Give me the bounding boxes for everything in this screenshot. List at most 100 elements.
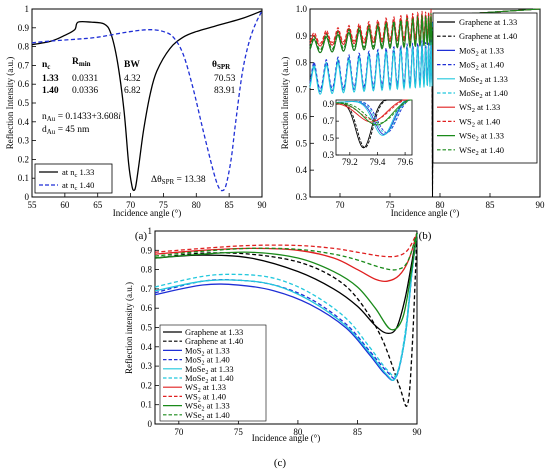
panel-1-y-tick-label: 1.0 bbox=[296, 4, 308, 14]
panel-a-results-table: nc Rmin BW θSPR 1.33 0.0331 4.32 70.53 1… bbox=[42, 57, 236, 96]
legend-label-wse2-at-1-40: WSe2 at 1.40 bbox=[185, 410, 230, 422]
panel-2-y-tick-label: 0 bbox=[148, 419, 153, 429]
panel-a-x-axis-label: Incidence angle (°) bbox=[113, 208, 182, 218]
inset-frame bbox=[335, 99, 413, 156]
panel-1-y-tick-label: 0.5 bbox=[296, 138, 308, 148]
panel-0-y-tick-label: 0.9 bbox=[18, 23, 30, 33]
table-header-theta: θSPR bbox=[212, 60, 231, 71]
series-line-at-nc-1-33 bbox=[31, 10, 263, 192]
panel-b-y-axis-label: Reflection Intensity (a.u.) bbox=[280, 57, 290, 149]
panel-c-label: (c) bbox=[274, 457, 287, 469]
panel-b-x-axis-label: Incidence angle (°) bbox=[391, 208, 460, 218]
table-cell: 0.0336 bbox=[72, 86, 98, 96]
panel-1-x-tick-label: 85 bbox=[486, 200, 496, 210]
table-cell: 1.40 bbox=[42, 86, 59, 96]
inset-x-tick-label: 79.4 bbox=[370, 157, 386, 167]
inset-y-tick-label: 0.9 bbox=[323, 99, 335, 109]
panel-b: 70 75 80 85 90 0.3 0.4 0.5 0.6 0.7 0.8 0.9 1.0 Inci… bbox=[280, 4, 545, 242]
legend-label-mose2-at-1-33: MoSe2 at 1.33 bbox=[459, 74, 508, 86]
panel-0-x-tick-label: 70 bbox=[126, 200, 136, 210]
inset-line-ws2-at-1-40 bbox=[335, 99, 412, 121]
panel-1-x-tick-label: 70 bbox=[336, 200, 346, 210]
series-line-graphene-at-1-33 bbox=[154, 232, 418, 335]
legend-label-ws2-at-1-40: WS2 at 1.40 bbox=[459, 116, 500, 128]
panel-2-x-tick-label: 75 bbox=[234, 427, 244, 437]
panel-0-x-tick-label: 60 bbox=[60, 200, 70, 210]
legend-label-mos2-at-1-40: MoS2 at 1.40 bbox=[459, 60, 504, 72]
table-header-bw: BW bbox=[124, 60, 140, 70]
panel-0-y-tick-label: 0.6 bbox=[18, 79, 30, 89]
panel-2-x-tick-label: 85 bbox=[353, 427, 363, 437]
table-header-nc: nc bbox=[42, 60, 50, 71]
panel-0-y-tick-label: 1 bbox=[25, 4, 30, 14]
table-cell: 1.33 bbox=[42, 74, 59, 84]
legend-label-mose2-at-1-33: MoSe2 at 1.33 bbox=[185, 364, 234, 376]
inset-line-mose2-at-1-33 bbox=[335, 99, 412, 136]
legend-label-mose2-at-1-40: MoSe2 at 1.40 bbox=[459, 88, 508, 100]
legend-label-mos2-at-1-33: MoS2 at 1.33 bbox=[459, 45, 504, 57]
panel-0-y-tick-label: 0.7 bbox=[18, 60, 30, 70]
table-cell: 6.82 bbox=[124, 86, 141, 96]
legend-label-ws2-at-1-33: WS2 at 1.33 bbox=[185, 382, 226, 394]
panel-2-y-tick-label: 0.2 bbox=[141, 380, 152, 390]
legend-label-ws2-at-1-40: WS2 at 1.40 bbox=[185, 391, 226, 403]
panel-0-x-tick-label: 90 bbox=[258, 200, 268, 210]
panel-1-y-tick-label: 0.7 bbox=[296, 85, 308, 95]
panel-2-x-tick-label: 80 bbox=[293, 427, 303, 437]
panel-2-y-tick-label: 0.7 bbox=[141, 284, 153, 294]
panel-1-x-tick-label: 90 bbox=[536, 200, 546, 210]
panel-c: 70 75 80 85 90 0 0.1 0.2 0.3 0.4 0.5 0.6 0.7 0.8 0.9 1… bbox=[124, 226, 422, 469]
panel-0-x-tick-label: 80 bbox=[192, 200, 202, 210]
panel-1-x-tick-label: 80 bbox=[436, 200, 446, 210]
panel-2-y-tick-label: 0.1 bbox=[141, 400, 152, 410]
series-line-wse2-at-1-40 bbox=[309, 8, 541, 108]
legend-label-graphene-at-1-40: Graphene at 1.40 bbox=[185, 336, 243, 346]
panel-2-y-tick-label: 0.4 bbox=[141, 342, 153, 352]
panel-b-legend: Graphene at 1.33 Graphene at 1.40 MoS2 at … bbox=[432, 12, 538, 164]
table-cell: 83.91 bbox=[214, 86, 236, 96]
legend-label-graphene-at-1-40: Graphene at 1.40 bbox=[459, 31, 517, 41]
panel-b-legend-box bbox=[432, 12, 538, 164]
panel-0-y-tick-label: 0.1 bbox=[18, 173, 29, 183]
panel-0-y-tick-label: 0.3 bbox=[18, 136, 30, 146]
legend-label-ws2-at-1-33: WS2 at 1.33 bbox=[459, 102, 500, 114]
panel-0-x-tick-label: 75 bbox=[159, 200, 169, 210]
series-line-mose2-at-1-40 bbox=[154, 232, 418, 378]
legend-label-nc133: at nc 1.33 bbox=[62, 167, 94, 179]
inset-line-wse2-at-1-40 bbox=[335, 99, 412, 124]
delta-theta-annotation: ΔθSPR = 13.38 bbox=[151, 175, 206, 186]
panel-a: 55 60 65 70 75 80 85 90 0 0.1 0.2 0.3 0.4 0.5 0.6 0.7 0… bbox=[5, 4, 267, 242]
panel-1-y-tick-label: 0.4 bbox=[296, 165, 308, 175]
series-line-mose2-at-1-33 bbox=[154, 232, 418, 381]
inset-line-mose2-at-1-40 bbox=[335, 99, 412, 135]
gold-thickness-annotation: dAu = 45 nm bbox=[42, 125, 90, 136]
inset-x-tick-label: 79.2 bbox=[342, 157, 358, 167]
panel-0-y-tick-label: 0.4 bbox=[18, 117, 30, 127]
panel-0-y-tick-label: 0.2 bbox=[18, 154, 29, 164]
panel-c-x-axis-label: Incidence angle (°) bbox=[252, 433, 321, 443]
panel-2-x-tick-label: 70 bbox=[174, 427, 184, 437]
panel-2-y-tick-label: 0.8 bbox=[141, 265, 153, 275]
panel-2-y-tick-label: 0.5 bbox=[141, 323, 153, 333]
legend-label-graphene-at-1-33: Graphene at 1.33 bbox=[185, 327, 243, 337]
panel-1-y-tick-label: 0.6 bbox=[296, 111, 308, 121]
legend-label-wse2-at-1-40: WSe2 at 1.40 bbox=[459, 145, 504, 157]
inset-y-tick-label: 0.7 bbox=[323, 116, 335, 126]
table-header-rmin: Rmin bbox=[72, 57, 91, 68]
panel-a-legend-box bbox=[34, 163, 113, 194]
panel-2-y-tick-label: 1 bbox=[148, 226, 153, 236]
panel-a-legend: at nc 1.33 at nc 1.40 bbox=[34, 163, 113, 194]
panel-0-y-tick-label: 0 bbox=[25, 192, 30, 202]
legend-label-mose2-at-1-40: MoSe2 at 1.40 bbox=[185, 373, 234, 385]
panel-a-y-axis-label: Reflection Intensity (a.u.) bbox=[5, 57, 15, 149]
table-cell: 4.32 bbox=[124, 74, 141, 84]
table-cell: 0.0331 bbox=[72, 74, 98, 84]
panel-2-y-tick-label: 0.6 bbox=[141, 303, 153, 313]
panel-b-label: (b) bbox=[419, 230, 432, 242]
panel-1-y-tick-label: 0.3 bbox=[296, 192, 308, 202]
legend-label-mos2-at-1-33: MoS2 at 1.33 bbox=[185, 345, 230, 357]
legend-label-nc140: at nc 1.40 bbox=[62, 180, 94, 192]
legend-label-mos2-at-1-40: MoS2 at 1.40 bbox=[185, 355, 230, 367]
